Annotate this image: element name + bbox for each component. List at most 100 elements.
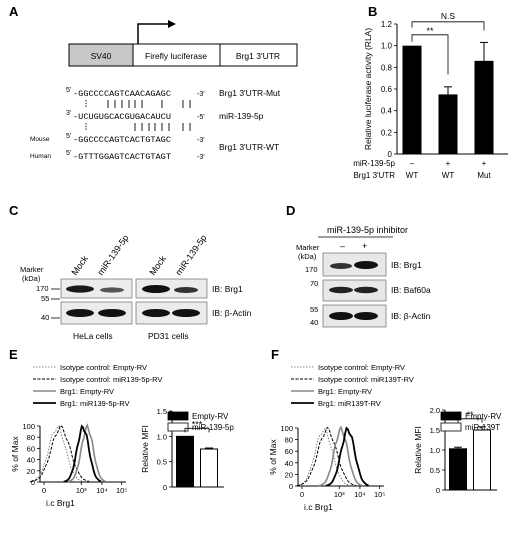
x-tick-label-hist: 10⁵ <box>116 486 127 495</box>
histogram-curve-2 <box>30 424 90 483</box>
x-axis-label-hist: i.c Brg1 <box>46 498 75 508</box>
seq-human-5prime: 5' <box>66 150 71 157</box>
y-tick-label-mfi: 1.0 <box>430 446 440 455</box>
marker-label-c: Marker <box>20 265 44 274</box>
panel-f-mfi-chart: 0 0.5 1.0 1.5 2.0 Relative MFI Empty-RV miR-139… <box>413 406 502 495</box>
panel-f-histogram: 0 20 40 60 80 100 0 10³ 10⁴ 10⁵ % of Max i.c Brg1 <box>268 424 385 512</box>
y-tick-label-b: 0.6 <box>381 85 393 94</box>
promoter-arrow <box>137 23 170 44</box>
x-tick-label-hist: 0 <box>42 486 46 495</box>
utr-box <box>219 43 298 67</box>
y-axis-label-mfi: Relative MFI <box>413 426 423 474</box>
legend-f-iso-empty: Isotype control: Empty-RV <box>318 363 405 372</box>
x-tick-label-hist: 10⁵ <box>374 490 385 499</box>
histogram-curve-2 <box>296 426 356 487</box>
y-tick-label-hist: 60 <box>27 444 35 453</box>
seq-wt-3prime: -3' <box>197 137 205 144</box>
seq-mir-label: miR-139-5p <box>219 111 264 121</box>
panel-e-mfi-chart: 0 0.5 1.0 1.5 Relative MFI Empty-RV miR-139-5p… <box>140 407 234 492</box>
y-tick-label-hist: 80 <box>27 433 35 442</box>
marker-label-d: Marker <box>296 243 320 252</box>
panel-label-c: C <box>9 203 19 218</box>
y-tick-label-hist: 40 <box>27 456 35 465</box>
panel-label-a: A <box>9 4 19 19</box>
legend-label-mfi: Empty-RV <box>192 412 229 421</box>
histogram-curve-3 <box>67 423 106 483</box>
legend-label-mfi: miR-139T <box>465 423 500 432</box>
seq-mir: -UCUGUGCACGUGACAUCU <box>73 112 171 122</box>
y-tick-label-mfi: 0 <box>163 483 167 492</box>
mw-d-55: 55 <box>310 305 318 314</box>
lane-d-plus: + <box>362 241 367 251</box>
lane-c-mock-2: Mock <box>147 253 168 277</box>
panel-label-e: E <box>9 347 18 362</box>
seq-human-3prime: -3' <box>197 154 205 161</box>
y-tick-label-hist: 20 <box>285 470 293 479</box>
bar-mfi-2 <box>473 429 491 491</box>
histogram-curve-1 <box>29 425 84 483</box>
legend-e-brg1-mir: Brg1: miR139-5p-RV <box>60 399 129 408</box>
luciferase-label: Firefly luciferase <box>145 51 207 61</box>
mw-d-40: 40 <box>310 318 318 327</box>
lane-c-mock-1: Mock <box>69 253 90 277</box>
seq-mir-3prime: 3' <box>66 110 71 117</box>
legend-f-iso-mir: Isotype control: miR139T-RV <box>318 375 414 384</box>
y-tick-label-hist: 0 <box>289 482 293 491</box>
row-label-b: Brg1 3'UTR <box>353 171 395 180</box>
y-tick-label-hist: 80 <box>285 436 293 445</box>
sig-star-mfi: ** <box>466 410 474 420</box>
mw-d-170: 170 <box>305 265 318 274</box>
marker-unit-c: (kDa) <box>22 274 41 283</box>
row-value-b: + <box>482 159 487 168</box>
pairing-lines-top <box>85 100 191 108</box>
panel-label-f: F <box>271 347 279 362</box>
blot-c-pd31-actin <box>135 301 208 325</box>
species-mouse: Mouse <box>30 136 50 143</box>
seq-wt-5prime: 5' <box>66 133 71 140</box>
histogram-curve-4 <box>63 424 102 483</box>
y-tick-label-mfi: 1.5 <box>430 426 440 435</box>
y-axis-label-hist: % of Max <box>10 436 20 472</box>
y-tick-label-mfi: 1.0 <box>157 432 167 441</box>
ns-bracket-b <box>411 21 485 31</box>
marker-unit-d: (kDa) <box>298 252 317 261</box>
y-tick-label-mfi: 2.0 <box>430 406 440 415</box>
mw-d-70: 70 <box>310 279 318 288</box>
seq-mut-5prime: 5' <box>66 87 71 94</box>
y-tick-label-b: 1.0 <box>381 42 393 51</box>
seq-mut-3prime: -3' <box>197 91 205 98</box>
y-axis-label-mfi: Relative MFI <box>140 425 150 473</box>
cells-pd31: PD31 cells <box>148 331 189 341</box>
panel-a-construct: SV40 Firefly luciferase Brg1 3'UTR <box>68 20 298 67</box>
cells-hela: HeLa cells <box>73 331 113 341</box>
row-value-b: WT <box>442 171 455 180</box>
bar-b-3 <box>474 60 494 155</box>
y-tick-label-mfi: 0.5 <box>430 466 440 475</box>
legend-e-iso-empty: Isotype control: Empty-RV <box>60 363 147 372</box>
legend-f-brg1-empty: Brg1: Empty-RV <box>318 387 372 396</box>
bar-b-2 <box>438 94 458 154</box>
seq-mut-label: Brg1 3'UTR-Mut <box>219 88 281 98</box>
panel-label-b: B <box>368 4 377 19</box>
legend-label-mfi: Empty-RV <box>465 412 502 421</box>
lane-c-mir-1: miR-139-5p <box>95 233 130 277</box>
y-tick-label-hist: 100 <box>22 422 35 431</box>
ns-label-b: N.S <box>441 11 456 21</box>
legend-f-brg1-mir: Brg1: miR139T-RV <box>318 399 381 408</box>
mw-c-55: 55 <box>41 294 49 303</box>
panel-b-luciferase-chart: 0 0.2 0.4 0.6 0.8 1.0 1.2 Relative luciferase a… <box>353 11 508 180</box>
legend-swatch-mfi <box>440 422 462 432</box>
panel-e-legend: Isotype control: Empty-RV Isotype contro… <box>33 363 162 408</box>
panel-d-western: miR-139-5p inhibitor Marker (kDa) – + 17… <box>296 225 431 328</box>
row-value-b: WT <box>406 171 419 180</box>
histogram-curve-1 <box>296 427 350 487</box>
ib-d-brg1: IB: Brg1 <box>391 260 422 270</box>
y-tick-label-mfi: 0 <box>436 486 440 495</box>
x-tick-label-hist: 0 <box>300 490 304 499</box>
panel-f-legend: Isotype control: Empty-RV Isotype contro… <box>291 363 414 408</box>
y-tick-label-b: 0.4 <box>381 107 393 116</box>
mw-c-170: 170 <box>36 284 49 293</box>
legend-swatch-mfi <box>440 411 462 421</box>
sig-bracket-b <box>411 34 449 75</box>
y-tick-label-mfi: 1.5 <box>157 407 167 416</box>
